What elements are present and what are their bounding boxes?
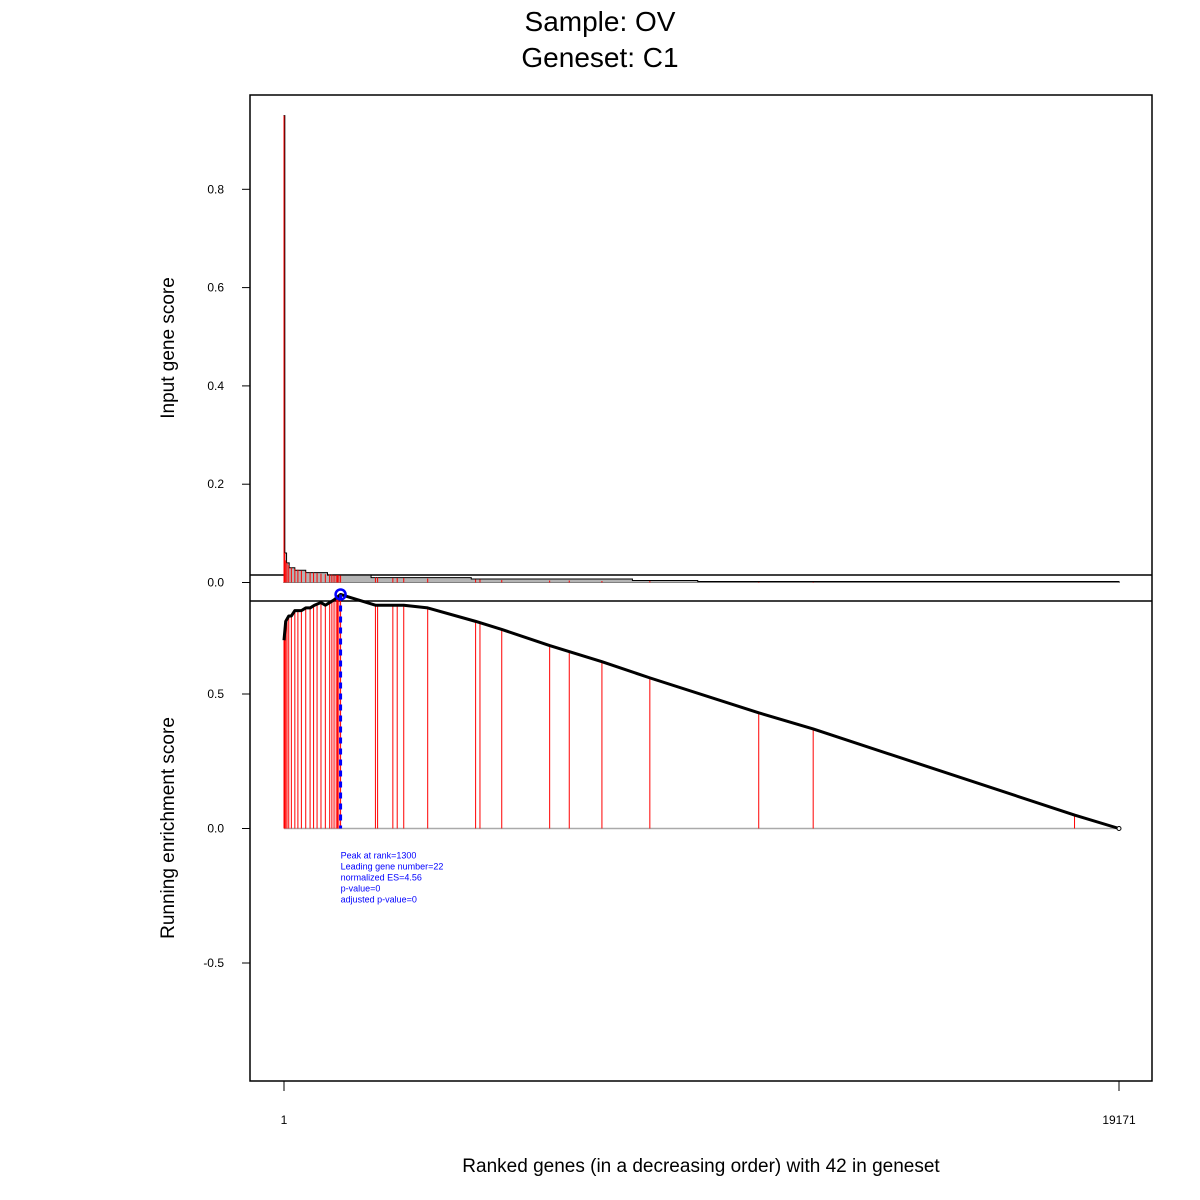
x-tick-label: 19171: [1102, 1113, 1136, 1127]
chart-title-sample: Sample: OV: [525, 6, 676, 37]
top-y-tick-label: 0.6: [207, 281, 224, 295]
bottom-geneset-hits: [283, 594, 1119, 830]
x-axis-title: Ranked genes (in a decreasing order) wit…: [462, 1156, 940, 1177]
peak-annotation-line: normalized ES=4.56: [341, 873, 422, 883]
bottom-y-axis-title: Running enrichment score: [158, 717, 179, 939]
top-y-tick-label: 0.8: [207, 182, 224, 196]
peak-annotation-line: adjusted p-value=0: [341, 895, 417, 905]
chart-title-geneset: Geneset: C1: [521, 42, 678, 73]
top-geneset-hits: [283, 115, 814, 583]
top-y-axis-title: Input gene score: [158, 277, 179, 419]
peak-annotation-line: Leading gene number=22: [341, 862, 444, 872]
peak-annotation-line: Peak at rank=1300: [341, 851, 417, 861]
top-y-tick-label: 0.4: [207, 379, 224, 393]
x-tick-label: 1: [281, 1113, 288, 1127]
bottom-y-tick-label: -0.5: [203, 956, 224, 970]
score-profile-area: [283, 115, 1120, 583]
x-axis: 1 19171: [281, 1080, 1136, 1127]
top-y-axis: 0.0 0.2 0.4 0.6 0.8: [207, 182, 250, 590]
top-y-tick-label: 0.0: [207, 576, 224, 590]
top-y-tick-label: 0.2: [207, 477, 224, 491]
es-end-point: [1116, 826, 1122, 831]
bottom-y-axis: -0.5 0.0 0.5: [203, 687, 250, 970]
plot-frame: [249, 94, 1153, 1082]
running-es-series: [282, 592, 1122, 831]
peak-annotation-line: p-value=0: [341, 884, 381, 894]
peak-marker: [334, 588, 347, 601]
bottom-y-tick-label: 0.0: [207, 822, 224, 836]
running-es-line: [282, 592, 1120, 830]
bottom-y-tick-label: 0.5: [207, 687, 224, 701]
top-score-profile: [283, 115, 1120, 583]
peak-marker-group: [334, 588, 347, 829]
